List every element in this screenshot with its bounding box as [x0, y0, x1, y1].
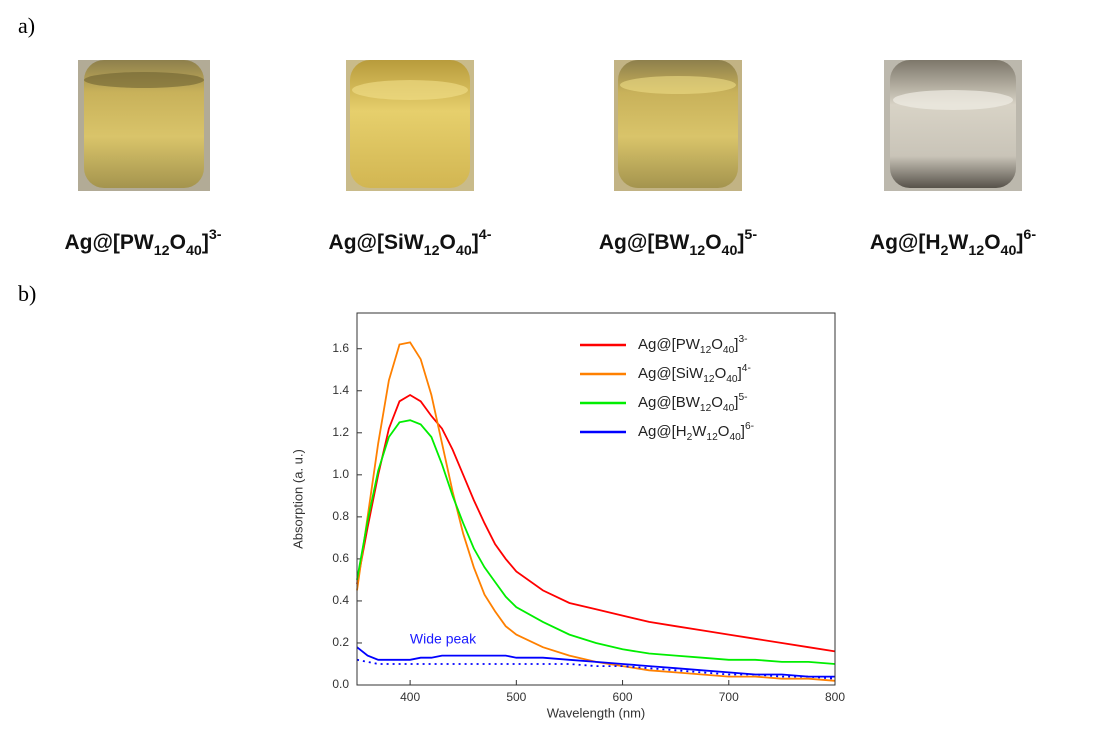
y-tick-label: 1.6 [332, 341, 349, 355]
y-tick-label: 0.8 [332, 509, 349, 523]
annotation: Wide peak [410, 631, 477, 647]
x-tick-label: 800 [825, 690, 845, 704]
photo [884, 60, 1022, 191]
y-tick-label: 1.4 [332, 383, 349, 397]
y-tick-label: 1.0 [332, 467, 349, 481]
chart: 0.0 0.2 0.4 0.6 0.8 1.0 1.2 1.4 1.6 400 500 600 700 8… [290, 312, 845, 720]
photo-caption: Ag@[BW12O40]5- [599, 227, 757, 259]
plot-frame [356, 312, 836, 686]
panel-label: a) [18, 13, 35, 38]
y-tick-label: 1.2 [332, 425, 349, 439]
x-tick-label: 500 [506, 690, 526, 704]
y-axis-label: Absorption (a. u.) [290, 449, 305, 549]
y-tick-label: 0.0 [332, 677, 349, 691]
photo [614, 60, 742, 191]
x-tick-label: 400 [400, 690, 420, 704]
x-tick-label: 600 [613, 690, 633, 704]
data-line [356, 341, 836, 682]
legend-label: Ag@[BW12O40]5- [638, 392, 748, 414]
photo [78, 60, 210, 191]
y-tick-label: 0.6 [332, 551, 349, 565]
x-tick-label: 700 [719, 690, 739, 704]
photo-caption: Ag@[H2W12O40]6- [870, 227, 1036, 259]
data-line [356, 419, 836, 665]
data-line [356, 658, 836, 680]
legend-label: Ag@[H2W12O40]6- [638, 421, 754, 443]
photo [346, 60, 474, 191]
y-tick-label: 0.4 [332, 593, 349, 607]
x-axis-label: Wavelength (nm) [547, 705, 646, 720]
panel-label: b) [18, 281, 36, 306]
legend-label: Ag@[SiW12O40]4- [638, 363, 751, 385]
y-tick-label: 0.2 [332, 635, 349, 649]
photo-caption: Ag@[PW12O40]3- [64, 227, 221, 259]
data-line [356, 393, 836, 653]
data-line [356, 646, 835, 678]
photo-caption: Ag@[SiW12O40]4- [329, 227, 492, 259]
legend-label: Ag@[PW12O40]3- [638, 334, 748, 356]
